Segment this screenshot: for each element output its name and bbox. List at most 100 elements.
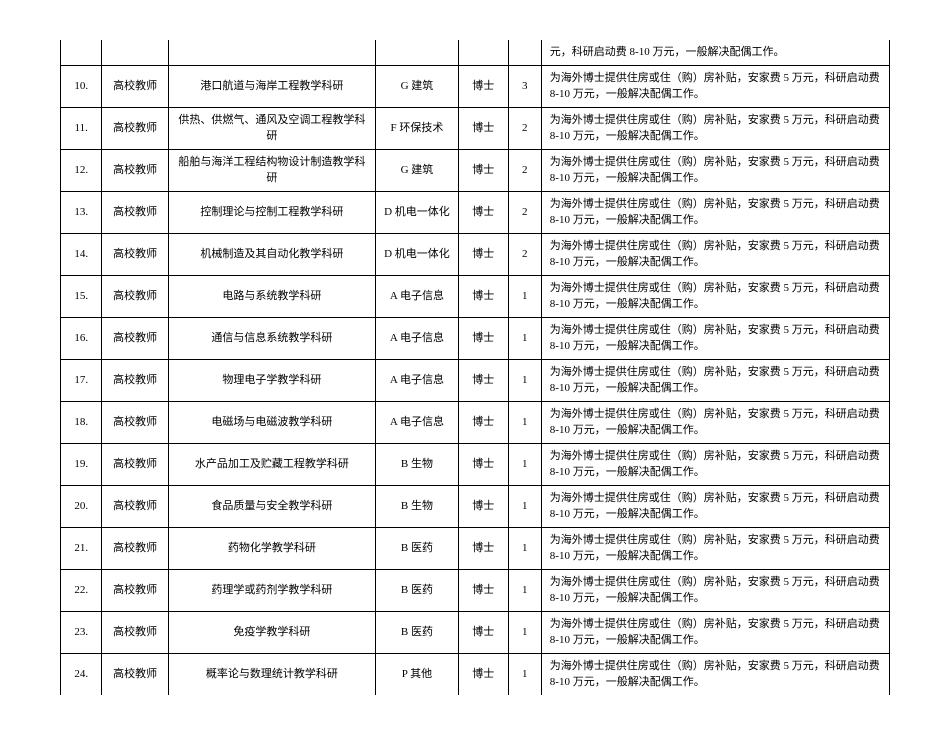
cell-number: 17.: [61, 359, 102, 401]
cell-number: 18.: [61, 401, 102, 443]
cell-type: 高校教师: [102, 233, 168, 275]
cell-type: 高校教师: [102, 569, 168, 611]
cell-subject: 食品质量与安全教学科研: [168, 485, 375, 527]
cell-description: 为海外博士提供住房或住（购）房补贴，安家费 5 万元，科研启动费 8-10 万元…: [541, 275, 889, 317]
cell-count: 1: [508, 401, 541, 443]
cell-degree: 博士: [458, 191, 508, 233]
cell-number: 24.: [61, 653, 102, 695]
cell-type: 高校教师: [102, 107, 168, 149]
cell-description: 为海外博士提供住房或住（购）房补贴，安家费 5 万元，科研启动费 8-10 万元…: [541, 107, 889, 149]
cell-description: 为海外博士提供住房或住（购）房补贴，安家费 5 万元，科研启动费 8-10 万元…: [541, 653, 889, 695]
table-row: 15.高校教师电路与系统教学科研A 电子信息博士1为海外博士提供住房或住（购）房…: [61, 275, 890, 317]
cell-degree: 博士: [458, 107, 508, 149]
cell-type: 高校教师: [102, 653, 168, 695]
cell-type: [102, 40, 168, 65]
cell-type: 高校教师: [102, 401, 168, 443]
cell-type: 高校教师: [102, 611, 168, 653]
cell-subject: 控制理论与控制工程教学科研: [168, 191, 375, 233]
cell-degree: 博士: [458, 485, 508, 527]
table-row: 19.高校教师水产品加工及贮藏工程教学科研B 生物博士1为海外博士提供住房或住（…: [61, 443, 890, 485]
cell-type: 高校教师: [102, 527, 168, 569]
cell-description: 为海外博士提供住房或住（购）房补贴，安家费 5 万元，科研启动费 8-10 万元…: [541, 485, 889, 527]
table-row: 13.高校教师控制理论与控制工程教学科研D 机电一体化博士2为海外博士提供住房或…: [61, 191, 890, 233]
cell-description: 为海外博士提供住房或住（购）房补贴，安家费 5 万元，科研启动费 8-10 万元…: [541, 611, 889, 653]
table-row: 24.高校教师概率论与数理统计教学科研P 其他博士1为海外博士提供住房或住（购）…: [61, 653, 890, 695]
cell-category: G 建筑: [376, 65, 459, 107]
cell-number: 14.: [61, 233, 102, 275]
cell-subject: 机械制造及其自动化教学科研: [168, 233, 375, 275]
cell-description: 为海外博士提供住房或住（购）房补贴，安家费 5 万元，科研启动费 8-10 万元…: [541, 149, 889, 191]
cell-count: 2: [508, 191, 541, 233]
cell-number: 20.: [61, 485, 102, 527]
table-row: 10.高校教师港口航道与海岸工程教学科研G 建筑博士3为海外博士提供住房或住（购…: [61, 65, 890, 107]
cell-category: B 医药: [376, 569, 459, 611]
cell-degree: 博士: [458, 569, 508, 611]
cell-degree: [458, 40, 508, 65]
cell-subject: 药物化学教学科研: [168, 527, 375, 569]
cell-description: 元，科研启动费 8-10 万元，一般解决配偶工作。: [541, 40, 889, 65]
cell-description: 为海外博士提供住房或住（购）房补贴，安家费 5 万元，科研启动费 8-10 万元…: [541, 317, 889, 359]
cell-number: 21.: [61, 527, 102, 569]
cell-count: 2: [508, 233, 541, 275]
cell-subject: 物理电子学教学科研: [168, 359, 375, 401]
table-row: 16.高校教师通信与信息系统教学科研A 电子信息博士1为海外博士提供住房或住（购…: [61, 317, 890, 359]
table-row: 11.高校教师供热、供燃气、通风及空调工程教学科研F 环保技术博士2为海外博士提…: [61, 107, 890, 149]
cell-count: 1: [508, 317, 541, 359]
cell-description: 为海外博士提供住房或住（购）房补贴，安家费 5 万元，科研启动费 8-10 万元…: [541, 65, 889, 107]
cell-degree: 博士: [458, 275, 508, 317]
cell-degree: 博士: [458, 233, 508, 275]
cell-type: 高校教师: [102, 191, 168, 233]
cell-number: 13.: [61, 191, 102, 233]
cell-number: 23.: [61, 611, 102, 653]
cell-type: 高校教师: [102, 275, 168, 317]
cell-type: 高校教师: [102, 443, 168, 485]
cell-subject: 船舶与海洋工程结构物设计制造教学科研: [168, 149, 375, 191]
cell-category: A 电子信息: [376, 359, 459, 401]
table-row: 14.高校教师机械制造及其自动化教学科研D 机电一体化博士2为海外博士提供住房或…: [61, 233, 890, 275]
table-row: 23.高校教师免疫学教学科研B 医药博士1为海外博士提供住房或住（购）房补贴，安…: [61, 611, 890, 653]
cell-category: B 生物: [376, 485, 459, 527]
cell-category: G 建筑: [376, 149, 459, 191]
cell-category: B 生物: [376, 443, 459, 485]
cell-number: 10.: [61, 65, 102, 107]
cell-number: 22.: [61, 569, 102, 611]
cell-count: [508, 40, 541, 65]
cell-count: 1: [508, 527, 541, 569]
cell-category: F 环保技术: [376, 107, 459, 149]
cell-category: A 电子信息: [376, 317, 459, 359]
cell-subject: 概率论与数理统计教学科研: [168, 653, 375, 695]
cell-description: 为海外博士提供住房或住（购）房补贴，安家费 5 万元，科研启动费 8-10 万元…: [541, 401, 889, 443]
cell-count: 1: [508, 653, 541, 695]
cell-type: 高校教师: [102, 149, 168, 191]
cell-description: 为海外博士提供住房或住（购）房补贴，安家费 5 万元，科研启动费 8-10 万元…: [541, 443, 889, 485]
cell-count: 2: [508, 149, 541, 191]
cell-subject: 免疫学教学科研: [168, 611, 375, 653]
cell-count: 1: [508, 275, 541, 317]
cell-degree: 博士: [458, 443, 508, 485]
table-row: 18.高校教师电磁场与电磁波教学科研A 电子信息博士1为海外博士提供住房或住（购…: [61, 401, 890, 443]
cell-count: 1: [508, 485, 541, 527]
cell-count: 1: [508, 611, 541, 653]
cell-number: 19.: [61, 443, 102, 485]
cell-count: 1: [508, 443, 541, 485]
data-table: 元，科研启动费 8-10 万元，一般解决配偶工作。10.高校教师港口航道与海岸工…: [60, 40, 890, 695]
cell-number: 16.: [61, 317, 102, 359]
table-row: 17.高校教师物理电子学教学科研A 电子信息博士1为海外博士提供住房或住（购）房…: [61, 359, 890, 401]
cell-description: 为海外博士提供住房或住（购）房补贴，安家费 5 万元，科研启动费 8-10 万元…: [541, 359, 889, 401]
cell-description: 为海外博士提供住房或住（购）房补贴，安家费 5 万元，科研启动费 8-10 万元…: [541, 191, 889, 233]
cell-count: 2: [508, 107, 541, 149]
cell-degree: 博士: [458, 401, 508, 443]
cell-type: 高校教师: [102, 485, 168, 527]
cell-subject: 电磁场与电磁波教学科研: [168, 401, 375, 443]
cell-type: 高校教师: [102, 359, 168, 401]
cell-category: D 机电一体化: [376, 233, 459, 275]
cell-degree: 博士: [458, 317, 508, 359]
cell-subject: [168, 40, 375, 65]
cell-degree: 博士: [458, 527, 508, 569]
cell-count: 1: [508, 569, 541, 611]
cell-type: 高校教师: [102, 317, 168, 359]
cell-count: 3: [508, 65, 541, 107]
cell-description: 为海外博士提供住房或住（购）房补贴，安家费 5 万元，科研启动费 8-10 万元…: [541, 527, 889, 569]
table-row: 12.高校教师船舶与海洋工程结构物设计制造教学科研G 建筑博士2为海外博士提供住…: [61, 149, 890, 191]
cell-subject: 水产品加工及贮藏工程教学科研: [168, 443, 375, 485]
